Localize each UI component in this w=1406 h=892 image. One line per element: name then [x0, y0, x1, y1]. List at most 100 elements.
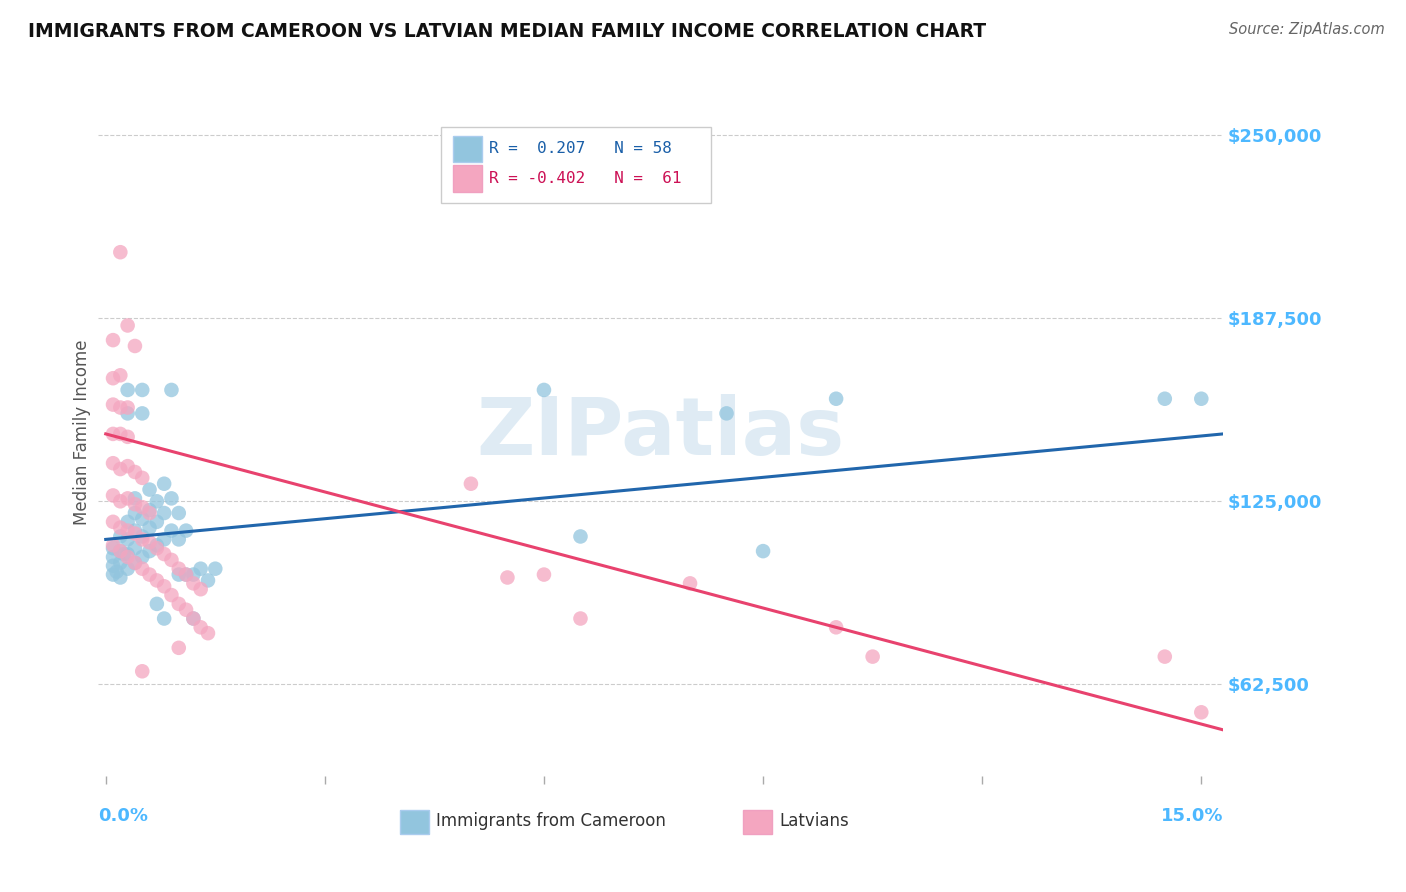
Point [160, 588, 183, 602]
Point [146, 494, 169, 508]
Point [197, 626, 219, 640]
Point [153, 579, 176, 593]
FancyBboxPatch shape [453, 136, 482, 162]
Point [101, 541, 124, 556]
Point [174, 524, 197, 538]
Point [138, 521, 160, 535]
Point [110, 368, 132, 383]
Point [183, 611, 205, 625]
Point [101, 456, 124, 470]
Point [183, 576, 205, 591]
Point [124, 506, 146, 520]
Point [101, 488, 124, 502]
Point [825, 620, 848, 634]
Point [101, 333, 124, 347]
Point [131, 500, 153, 515]
Point [146, 541, 169, 556]
Point [167, 597, 190, 611]
Point [1153, 392, 1175, 406]
FancyBboxPatch shape [441, 127, 711, 202]
Point [117, 524, 139, 538]
Point [117, 318, 139, 333]
Point [117, 491, 139, 506]
Point [153, 533, 176, 547]
Point [138, 567, 160, 582]
Point [101, 538, 124, 552]
Point [101, 426, 124, 441]
Point [174, 567, 197, 582]
FancyBboxPatch shape [742, 810, 772, 834]
Point [190, 562, 212, 576]
Point [131, 549, 153, 564]
Point [167, 567, 190, 582]
Point [110, 426, 132, 441]
Point [825, 392, 848, 406]
Point [101, 398, 124, 412]
Point [117, 383, 139, 397]
Point [101, 371, 124, 385]
Point [197, 574, 219, 588]
Point [1189, 706, 1212, 720]
Point [146, 515, 169, 529]
Point [101, 515, 124, 529]
Point [110, 494, 132, 508]
Point [569, 611, 592, 625]
Point [174, 603, 197, 617]
Point [460, 476, 482, 491]
Point [131, 471, 153, 485]
Point [146, 597, 169, 611]
Point [112, 547, 135, 561]
Point [204, 562, 226, 576]
Point [752, 544, 775, 558]
Point [153, 611, 176, 625]
Point [160, 524, 183, 538]
Point [131, 562, 153, 576]
Point [117, 406, 139, 420]
Text: IMMIGRANTS FROM CAMEROON VS LATVIAN MEDIAN FAMILY INCOME CORRELATION CHART: IMMIGRANTS FROM CAMEROON VS LATVIAN MEDI… [28, 22, 986, 41]
Point [131, 512, 153, 526]
Point [190, 620, 212, 634]
Point [110, 521, 132, 535]
Point [124, 465, 146, 479]
Point [124, 526, 146, 541]
Point [124, 524, 146, 538]
Point [110, 245, 132, 260]
Point [153, 506, 176, 520]
Point [131, 383, 153, 397]
Point [160, 553, 183, 567]
Point [117, 562, 139, 576]
Point [110, 462, 132, 476]
Text: ZIPatlas: ZIPatlas [477, 393, 845, 472]
Point [533, 383, 555, 397]
Point [117, 430, 139, 444]
Point [124, 556, 146, 570]
Point [862, 649, 884, 664]
Point [131, 665, 153, 679]
Point [124, 339, 146, 353]
Point [533, 567, 555, 582]
Y-axis label: Median Family Income: Median Family Income [73, 340, 91, 525]
Point [138, 483, 160, 497]
Point [183, 567, 205, 582]
Point [131, 406, 153, 420]
Point [183, 611, 205, 625]
Point [124, 556, 146, 570]
Point [117, 549, 139, 564]
Point [110, 570, 132, 584]
Point [110, 401, 132, 415]
FancyBboxPatch shape [453, 165, 482, 192]
Point [138, 503, 160, 517]
Point [160, 491, 183, 506]
Point [110, 529, 132, 543]
Point [124, 541, 146, 556]
Point [160, 383, 183, 397]
Text: Latvians: Latvians [779, 812, 849, 830]
Point [569, 529, 592, 543]
Point [117, 459, 139, 474]
Point [131, 533, 153, 547]
Text: 0.0%: 0.0% [98, 807, 149, 825]
Point [138, 506, 160, 520]
Text: Source: ZipAtlas.com: Source: ZipAtlas.com [1229, 22, 1385, 37]
Point [124, 497, 146, 511]
Point [105, 565, 128, 579]
